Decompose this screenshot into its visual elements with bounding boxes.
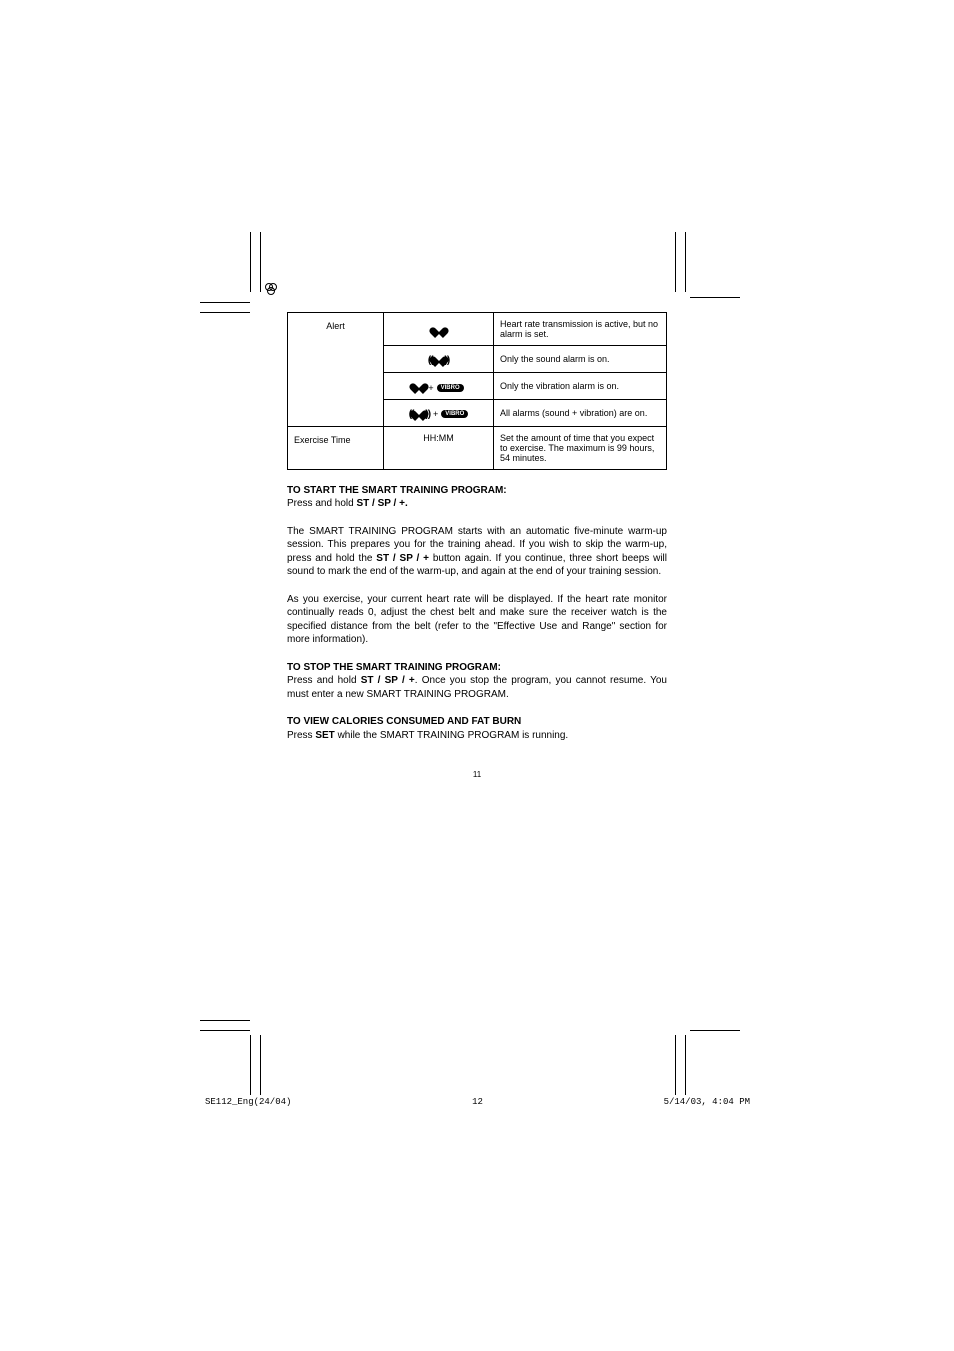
cell-exercise-label: Exercise Time [288,426,384,469]
text: while the SMART TRAINING PROGRAM is runn… [335,730,568,741]
page-number: 11 [287,770,667,779]
plus-icon: + [428,383,433,393]
section-start: TO START THE SMART TRAINING PROGRAM: Pre… [287,484,667,511]
text-line: Press and hold ST / SP / +. [287,497,667,511]
cell-time-format: HH:MM [384,426,494,469]
cell-icon: + VIBRO [384,373,494,400]
section-view: TO VIEW CALORIES CONSUMED AND FAT BURN P… [287,715,667,742]
paragraph: As you exercise, your current heart rate… [287,593,667,647]
paragraph: The SMART TRAINING PROGRAM starts with a… [287,525,667,579]
heart-icon [433,323,445,334]
text-line: Press SET while the SMART TRAINING PROGR… [287,729,667,743]
cell-alert-label: Alert [288,313,384,427]
plus-icon: + [433,409,438,419]
cell-desc: All alarms (sound + vibration) are on. [494,399,667,426]
heart-icon [433,352,445,363]
heading-start: TO START THE SMART TRAINING PROGRAM: [287,484,667,498]
button-ref: SET [315,730,334,741]
page-content: Alert Heart rate transmission is active,… [287,312,667,779]
button-ref: ST / SP / + [376,553,429,564]
text: Press and hold [287,498,357,509]
table-row: Alert Heart rate transmission is active,… [288,313,667,346]
cell-icon [384,313,494,346]
footer-filename: SE112_Eng(24/04) [205,1097,291,1107]
table-row: Exercise Time HH:MM Set the amount of ti… [288,426,667,469]
heading-view: TO VIEW CALORIES CONSUMED AND FAT BURN [287,715,667,729]
vibro-badge: VIBRO [437,384,464,392]
cell-desc: Set the amount of time that you expect t… [494,426,667,469]
text: Press [287,730,315,741]
footer-timestamp: 5/14/03, 4:04 PM [664,1097,750,1107]
heart-icon [413,406,425,417]
cell-icon: (())+VIBRO [384,399,494,426]
heart-icon [413,379,425,390]
text-line: Press and hold ST / SP / +. Once you sto… [287,674,667,701]
section-stop: TO STOP THE SMART TRAINING PROGRAM: Pres… [287,661,667,702]
vibro-badge: VIBRO [441,410,468,418]
cell-desc: Only the vibration alarm is on. [494,373,667,400]
cell-desc: Only the sound alarm is on. [494,346,667,373]
button-ref: ST / SP / + [361,675,415,686]
registration-mark-icon [265,283,279,297]
cell-desc: Heart rate transmission is active, but n… [494,313,667,346]
heading-stop: TO STOP THE SMART TRAINING PROGRAM: [287,661,667,675]
cell-icon: (()) [384,346,494,373]
print-footer: SE112_Eng(24/04) 12 5/14/03, 4:04 PM [205,1097,750,1107]
button-ref: ST / SP / +. [357,498,408,509]
text: Press and hold [287,675,361,686]
alert-table: Alert Heart rate transmission is active,… [287,312,667,470]
footer-page: 12 [472,1097,483,1107]
